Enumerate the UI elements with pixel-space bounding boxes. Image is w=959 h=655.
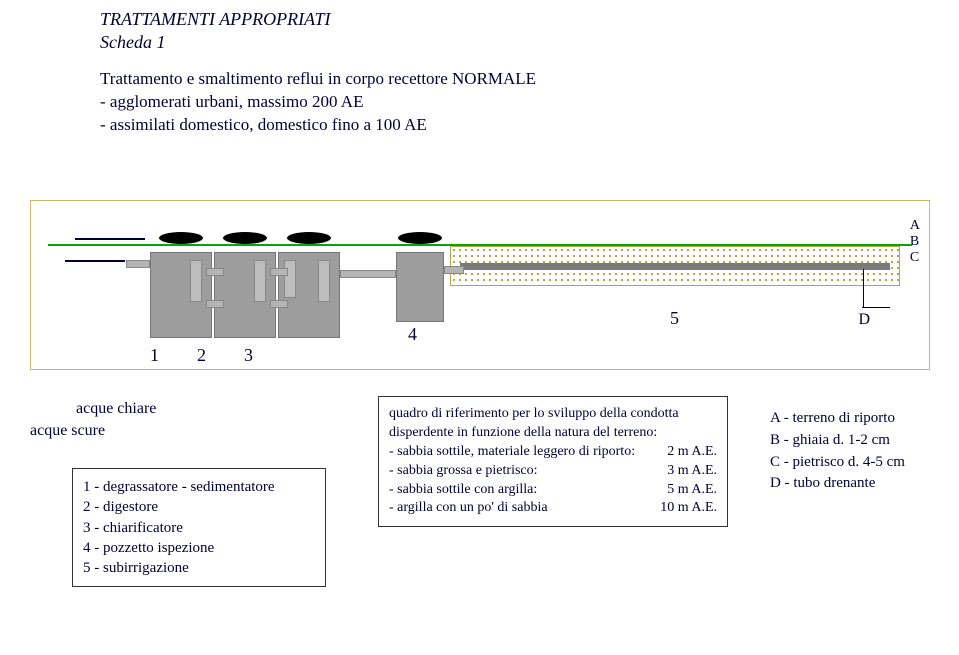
strata-c: C - pietrisco d. 4-5 cm (770, 452, 905, 474)
desc-line2: - agglomerati urbani, massimo 200 AE (100, 91, 536, 114)
quadro-row-1: - sabbia sottile, materiale leggero di r… (389, 443, 717, 462)
q4r: 10 m A.E. (660, 499, 717, 518)
desc-line1: Trattamento e smaltimento reflui in corp… (100, 68, 536, 91)
legend-box: 1 - degrassatore - sedimentatore 2 - dig… (72, 468, 326, 587)
legend-3: 3 - chiarificatore (83, 518, 315, 538)
label-c: C (910, 250, 920, 266)
pipe-12-bot (206, 300, 224, 308)
description: Trattamento e smaltimento reflui in corp… (100, 68, 536, 137)
pipe-in (126, 260, 150, 268)
quadro-row-3: - sabbia sottile con argilla: 5 m A.E. (389, 481, 717, 500)
pipe-12-top (206, 268, 224, 276)
header-subtitle: Scheda 1 (100, 31, 330, 54)
pipe-4-out (444, 266, 464, 274)
lid-2 (223, 232, 267, 244)
quadro-row-2: - sabbia grossa e pietrisco: 3 m A.E. (389, 462, 717, 481)
strata-a: A - terreno di riporto (770, 408, 905, 430)
numbers-123: 123 (150, 345, 291, 366)
legend-1: 1 - degrassatore - sedimentatore (83, 477, 315, 497)
q3l: - sabbia sottile con argilla: (389, 481, 537, 500)
vpipe-3 (318, 260, 330, 302)
legend-5: 5 - subirrigazione (83, 558, 315, 578)
q4l: - argilla con un po' di sabbia (389, 499, 548, 518)
label-acque-scure: acque scure (30, 422, 156, 440)
pipe-23-top (270, 268, 288, 276)
quadro-intro2: disperdente in funzione della natura del… (389, 424, 717, 443)
q1r: 2 m A.E. (667, 443, 717, 462)
vpipe-2 (254, 260, 266, 302)
arrow-chiare (75, 238, 145, 240)
label-b: B (910, 234, 920, 250)
abc-labels: A B C (910, 218, 920, 266)
drain-tube (460, 263, 890, 270)
vpipe-1 (190, 260, 202, 302)
label-acque-chiare: acque chiare (76, 400, 156, 418)
tank-2 (214, 252, 276, 338)
q3r: 5 m A.E. (667, 481, 717, 500)
desc-line3: - assimilati domestico, domestico fino a… (100, 114, 536, 137)
header-title: TRATTAMENTI APPROPRIATI (100, 8, 330, 31)
lid-4 (398, 232, 442, 244)
q1l: - sabbia sottile, materiale leggero di r… (389, 443, 635, 462)
legend-2: 2 - digestore (83, 497, 315, 517)
strata-d: D - tubo drenante (770, 473, 905, 495)
number-5: 5 (670, 308, 679, 329)
lid-1 (159, 232, 203, 244)
q2l: - sabbia grossa e pietrisco: (389, 462, 538, 481)
d-leader (863, 269, 864, 307)
header: TRATTAMENTI APPROPRIATI Scheda 1 (100, 8, 330, 55)
pipe-34 (340, 270, 396, 278)
strata-list: A - terreno di riporto B - ghiaia d. 1-2… (770, 408, 905, 495)
quadro-intro1: quadro di riferimento per lo sviluppo de… (389, 405, 717, 424)
legend-4: 4 - pozzetto ispezione (83, 538, 315, 558)
left-column: acque chiare acque scure (30, 400, 156, 468)
d-leader2 (862, 307, 890, 308)
arrow-scure (65, 260, 125, 262)
label-a: A (910, 218, 920, 234)
tank-1 (150, 252, 212, 338)
label-d: D (858, 311, 870, 329)
quadro-row-4: - argilla con un po' di sabbia 10 m A.E. (389, 499, 717, 518)
strata-b: B - ghiaia d. 1-2 cm (770, 430, 905, 452)
tank-4 (396, 252, 444, 322)
lid-3 (287, 232, 331, 244)
q2r: 3 m A.E. (667, 462, 717, 481)
pipe-23-bot (270, 300, 288, 308)
vpipe-3a (284, 260, 296, 298)
number-4: 4 (408, 324, 417, 345)
diagram: A B C 123 4 5 D (30, 200, 930, 370)
quadro-box: quadro di riferimento per lo sviluppo de… (378, 396, 728, 527)
